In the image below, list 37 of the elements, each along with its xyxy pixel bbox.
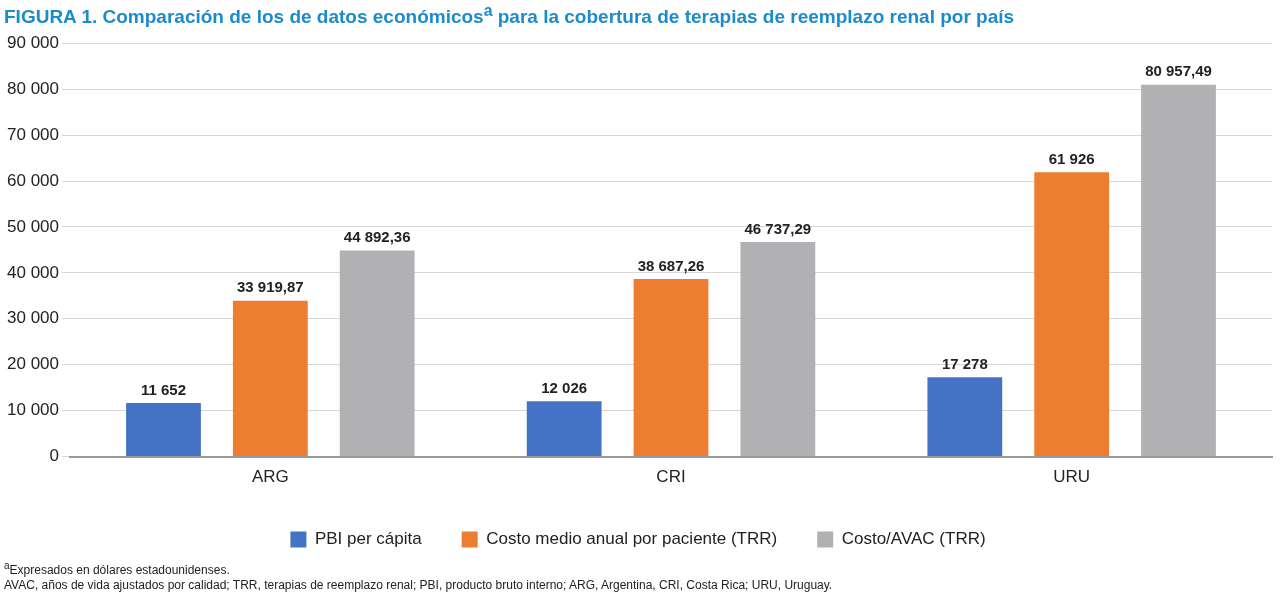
data-label: 12 026 [541, 379, 588, 396]
y-tick-label: 40 000 [7, 262, 59, 282]
data-label: 38 687,26 [637, 256, 705, 274]
data-label: 46 737,29 [744, 219, 812, 237]
bar [633, 278, 709, 457]
y-tick-label: 60 000 [7, 170, 59, 190]
bar [232, 300, 308, 457]
bar [339, 250, 415, 457]
text: $^{a}$Expresados en dólares estadounidenses. [4, 559, 231, 578]
x-tick-label: CRI [656, 467, 686, 487]
data-label: 17 278 [941, 354, 988, 372]
y-tick-label: 30 000 [7, 308, 59, 328]
bar [526, 401, 602, 457]
bar [126, 403, 201, 457]
y-tick-label: 90 000 [7, 32, 59, 52]
chart-title: FIGURA 1. Comparación de los de datos económicos$^{a}$ para la cobertura de terapias de reemplazo renal por país [3, 1, 1016, 30]
x-tick-label: ARG [251, 467, 289, 487]
y-tick-label: 70 000 [7, 124, 59, 144]
y-tick-label: 0 [49, 446, 59, 466]
legend-label: Costo medio anual por paciente (TRR) [486, 529, 778, 549]
y-tick-label: 10 000 [7, 400, 59, 420]
data-label: 33 919,87 [236, 278, 304, 296]
bar [1034, 172, 1110, 457]
text: AVAC, años de vida ajustados por calidad; TRR, terapias de reemplazo renal; PBI, producto bruto interno; ARG, Argentina, CRI, Costa Rica; URU, Uruguay. [4, 578, 834, 593]
legend-label: PBI per cápita [314, 529, 423, 549]
x-tick-label: URU [1053, 467, 1091, 487]
data-label: 61 926 [1048, 149, 1095, 167]
bar [740, 241, 816, 457]
bar [1141, 84, 1216, 457]
data-label: 11 652 [140, 380, 187, 398]
data-label: 44 892,36 [343, 228, 411, 246]
y-tick-label: 80 000 [7, 78, 59, 98]
data-label: 80 957,49 [1145, 62, 1212, 80]
y-tick-label: 20 000 [7, 354, 59, 374]
y-tick-label: 50 000 [7, 216, 59, 236]
bar [927, 377, 1003, 457]
legend-label: Costo/AVAC (TRR) [841, 529, 986, 549]
